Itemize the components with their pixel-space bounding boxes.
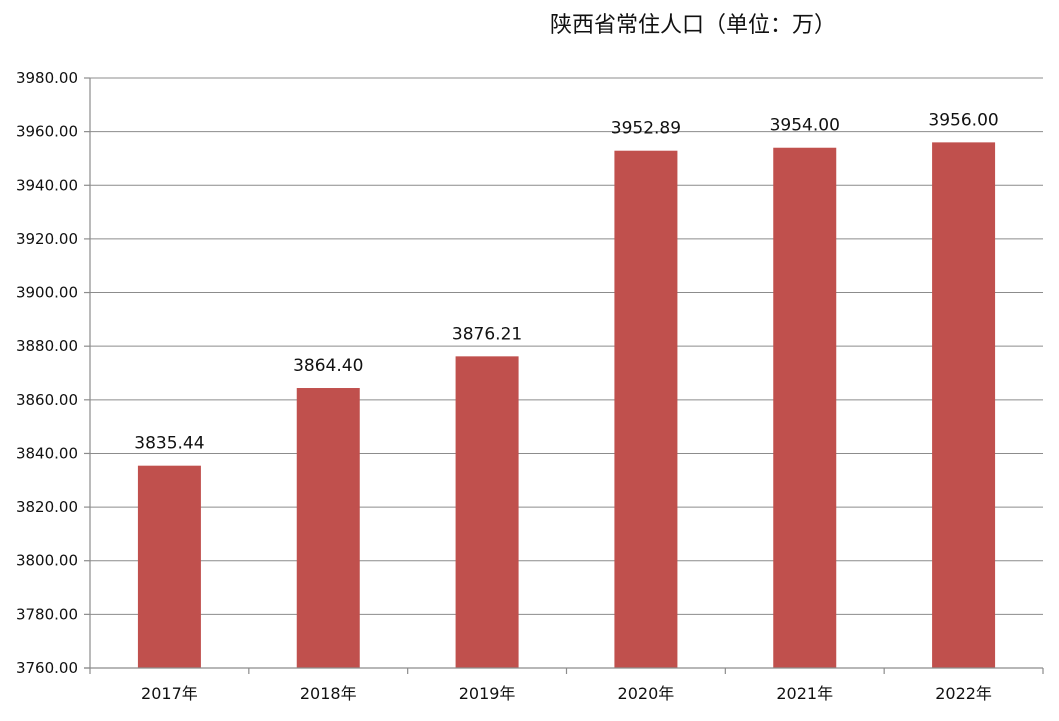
bar <box>932 142 996 668</box>
x-tick-label: 2017年 <box>141 684 198 703</box>
y-tick-label: 3820.00 <box>16 498 78 516</box>
x-tick-label: 2020年 <box>618 684 675 703</box>
y-tick-label: 3840.00 <box>16 444 78 462</box>
data-label: 3956.00 <box>928 110 998 130</box>
bar <box>773 147 837 668</box>
y-tick-label: 3960.00 <box>16 123 78 141</box>
y-tick-label: 3900.00 <box>16 284 78 302</box>
y-tick-label: 3860.00 <box>16 391 78 409</box>
x-tick-label: 2019年 <box>459 684 516 703</box>
y-tick-label: 3980.00 <box>16 69 78 87</box>
gridlines <box>90 77 1043 615</box>
x-tick-label: 2018年 <box>300 684 357 703</box>
y-tick-label: 3800.00 <box>16 552 78 570</box>
x-axis-ticks: 2017年 2018年 2019年 2020年 2021年 2022年 <box>89 668 1044 703</box>
data-label: 3952.89 <box>611 119 681 139</box>
data-label: 3954.00 <box>770 116 840 136</box>
axes <box>84 78 1043 669</box>
bar <box>296 388 360 668</box>
bar <box>137 465 201 668</box>
x-tick-label: 2021年 <box>776 684 833 703</box>
x-tick-label: 2022年 <box>935 684 992 703</box>
data-labels: 3835.44 3864.40 3876.21 3952.89 3954.00 3956.… <box>134 110 998 453</box>
y-tick-label: 3780.00 <box>16 605 78 623</box>
data-label: 3864.40 <box>293 356 363 376</box>
bar <box>455 356 519 668</box>
data-label: 3835.44 <box>134 434 204 454</box>
y-tick-label: 3880.00 <box>16 337 78 355</box>
y-tick-label: 3760.00 <box>16 659 78 677</box>
y-tick-label: 3920.00 <box>16 230 78 248</box>
chart-title: 陕西省常住人口（单位：万） <box>550 13 836 38</box>
data-label: 3876.21 <box>452 324 522 344</box>
bar <box>614 150 678 668</box>
y-axis-ticks: 3760.00 3780.00 3800.00 3820.00 3840.00 3860.… <box>16 69 90 677</box>
bars <box>137 142 996 668</box>
y-tick-label: 3940.00 <box>16 176 78 194</box>
